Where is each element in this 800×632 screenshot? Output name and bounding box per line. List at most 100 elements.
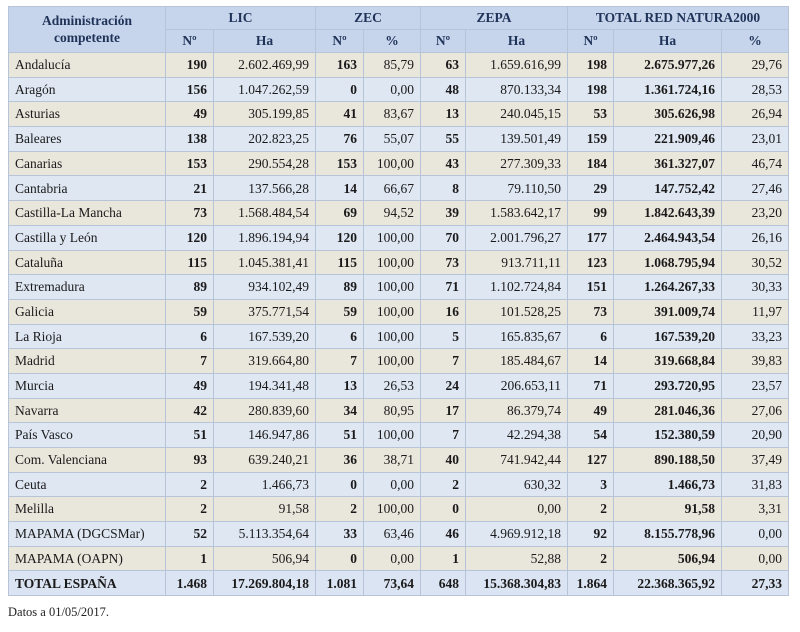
lic-no: 120 (165, 224, 214, 251)
table-header: Administración competente LIC ZEC ZEPA T… (8, 6, 790, 53)
lic-no: 51 (165, 422, 214, 448)
total-pct: 27,06 (721, 397, 790, 424)
zec-no: 59 (315, 298, 365, 325)
zec-no: 33 (315, 521, 365, 547)
table-row: Cantabria 21 137.566,28 14 66,67 8 79.110,50 29… (8, 175, 790, 202)
zec-no: 7 (315, 348, 365, 374)
total-no: 29 (567, 175, 615, 202)
zec-pct: 100,00 (363, 150, 422, 177)
lic-no: 115 (165, 249, 214, 276)
zepa-ha: 1.583.642,17 (465, 200, 569, 226)
zec-pct: 100,00 (363, 274, 422, 300)
zepa-ha: 913.711,11 (465, 249, 569, 276)
total-no: 184 (567, 150, 615, 177)
zepa-ha: 42.294,38 (465, 422, 569, 448)
zepa-no: 13 (420, 101, 467, 128)
table-row: MAPAMA (OAPN) 1 506,94 0 0,00 1 52,88 2 506,94 0,… (8, 545, 790, 572)
total-lic-ha: 17.269.804,18 (212, 570, 317, 597)
total-no: 14 (567, 348, 615, 374)
total-pct: 33,23 (721, 323, 790, 350)
table-body: Andalucía 190 2.602.469,99 163 85,79 63 1.659.… (8, 52, 790, 572)
table-row: Com. Valenciana 93 639.240,21 36 38,71 40 741.… (8, 447, 790, 473)
lic-no: 190 (165, 52, 214, 78)
total-pct: 20,90 (721, 422, 790, 448)
total-total-no: 1.864 (567, 570, 615, 597)
table-row: Ceuta 2 1.466,73 0 0,00 2 630,32 3 1.466,73 31,83 (8, 471, 790, 498)
table-row: Castilla y León 120 1.896.194,94 120 100,00 7… (8, 224, 790, 251)
header-total-ha: Ha (613, 29, 723, 53)
total-no: 123 (567, 249, 615, 276)
header-total: TOTAL RED NATURA2000 (567, 6, 790, 30)
total-pct: 26,16 (721, 224, 790, 251)
total-ha: 1.264.267,33 (613, 274, 723, 300)
header-zepa-ha: Ha (465, 29, 569, 53)
table-row: Galicia 59 375.771,54 59 100,00 16 101.528,25 7… (8, 298, 790, 325)
row-name: Navarra (8, 397, 166, 424)
total-no: 92 (567, 521, 615, 547)
zec-no: 14 (315, 175, 365, 202)
zec-pct: 0,00 (363, 471, 422, 498)
zepa-ha: 165.835,67 (465, 323, 569, 350)
total-pct: 26,94 (721, 101, 790, 128)
zec-pct: 26,53 (363, 372, 422, 399)
zec-no: 2 (315, 496, 365, 523)
zepa-ha: 1.659.616,99 (465, 52, 569, 78)
total-pct: 30,33 (721, 274, 790, 300)
table-row: Asturias 49 305.199,85 41 83,67 13 240.045,15 5… (8, 101, 790, 128)
table-row: Andalucía 190 2.602.469,99 163 85,79 63 1.659.… (8, 52, 790, 78)
zepa-no: 73 (420, 249, 467, 276)
total-row: TOTAL ESPAÑA 1.468 17.269.804,18 1.081 7… (8, 570, 790, 597)
total-total-ha: 22.368.365,92 (613, 570, 723, 597)
row-name: La Rioja (8, 323, 166, 350)
total-ha: 293.720,95 (613, 372, 723, 399)
date-note: Datos a 01/05/2017. (8, 605, 110, 619)
zec-pct: 0,00 (363, 76, 422, 103)
total-pct: 28,53 (721, 76, 790, 103)
lic-ha: 194.341,48 (212, 372, 317, 399)
zec-no: 6 (315, 323, 365, 350)
total-pct: 23,57 (721, 372, 790, 399)
lic-no: 153 (165, 150, 214, 177)
table-row: Canarias 153 290.554,28 153 100,00 43 277.309,… (8, 150, 790, 177)
total-pct: 11,97 (721, 298, 790, 325)
row-name: Ceuta (8, 471, 166, 498)
row-name: Aragón (8, 76, 166, 103)
lic-ha: 506,94 (212, 545, 317, 572)
total-zepa-ha: 15.368.304,83 (465, 570, 569, 597)
zepa-no: 17 (420, 397, 467, 424)
lic-no: 49 (165, 101, 214, 128)
table-row: Castilla-La Mancha 73 1.568.484,54 69 94,52 3… (8, 200, 790, 226)
total-pct: 0,00 (721, 521, 790, 547)
total-ha: 506,94 (613, 545, 723, 572)
total-ha: 281.046,36 (613, 397, 723, 424)
zec-no: 34 (315, 397, 365, 424)
total-ha: 1.068.795,94 (613, 249, 723, 276)
lic-no: 138 (165, 126, 214, 152)
lic-ha: 146.947,86 (212, 422, 317, 448)
zec-no: 0 (315, 545, 365, 572)
zepa-no: 7 (420, 348, 467, 374)
total-no: 177 (567, 224, 615, 251)
total-pct: 31,83 (721, 471, 790, 498)
zepa-ha: 741.942,44 (465, 447, 569, 473)
zepa-no: 24 (420, 372, 467, 399)
zec-pct: 100,00 (363, 348, 422, 374)
zepa-no: 63 (420, 52, 467, 78)
table-row: Cataluña 115 1.045.381,41 115 100,00 73 913.71… (8, 249, 790, 276)
total-zepa-no: 648 (420, 570, 467, 597)
zec-no: 76 (315, 126, 365, 152)
total-ha: 2.675.977,26 (613, 52, 723, 78)
table-row: País Vasco 51 146.947,86 51 100,00 7 42.294,38… (8, 422, 790, 448)
total-ha: 152.380,59 (613, 422, 723, 448)
total-no: 2 (567, 496, 615, 523)
lic-ha: 280.839,60 (212, 397, 317, 424)
header-admin: Administración competente (8, 6, 166, 53)
lic-no: 52 (165, 521, 214, 547)
zepa-ha: 277.309,33 (465, 150, 569, 177)
row-name: Baleares (8, 126, 166, 152)
row-name: Madrid (8, 348, 166, 374)
row-name: Cataluña (8, 249, 166, 276)
lic-ha: 5.113.354,64 (212, 521, 317, 547)
lic-ha: 1.047.262,59 (212, 76, 317, 103)
zec-pct: 100,00 (363, 422, 422, 448)
